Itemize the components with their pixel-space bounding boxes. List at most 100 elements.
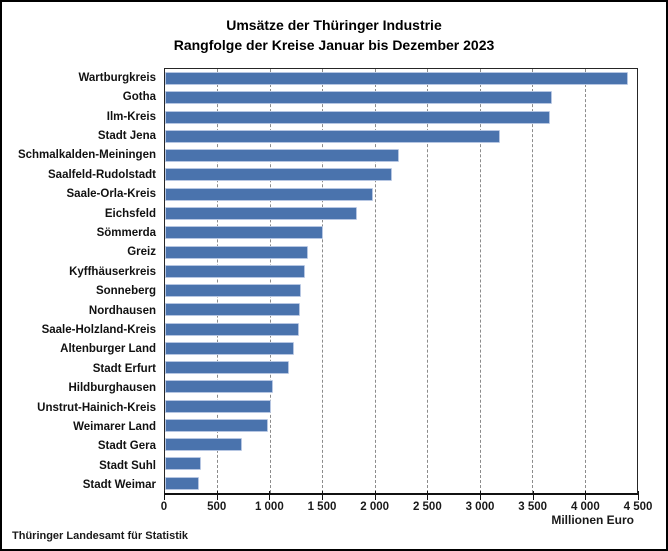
gridline (427, 69, 429, 493)
bar-row (165, 319, 637, 338)
bar (165, 399, 271, 413)
category-label: Kyffhäuserkreis (69, 265, 156, 278)
tick-mark (321, 491, 323, 500)
category-label: Saalfeld-Rudolstadt (48, 168, 156, 181)
category-axis-labels: Wartburgkreis Gotha Ilm-Kreis Stadt Jena Sch… (2, 68, 156, 495)
bar (165, 322, 299, 336)
gridline (479, 69, 481, 493)
category-label: Nordhausen (88, 304, 156, 317)
bar-row (165, 69, 637, 88)
x-axis: 0 500 1 000 1 500 2 000 2 500 3 000 3 500 4 000 4… (160, 491, 652, 521)
gridline (584, 69, 586, 493)
bar-row (165, 281, 637, 300)
tick-label: 3 000 (465, 501, 495, 513)
bar-row (165, 435, 637, 454)
bar (165, 72, 628, 86)
bar-row (165, 185, 637, 204)
category-label: Weimarer Land (73, 421, 156, 434)
bar-row (165, 204, 637, 223)
category-label: Unstrut-Hainich-Kreis (37, 401, 156, 414)
tick-mark (269, 491, 271, 500)
bar-row (165, 146, 637, 165)
category-label: Stadt Suhl (99, 459, 156, 472)
category-label: Ilm-Kreis (106, 110, 156, 123)
bar (165, 380, 274, 394)
category-label: Altenburger Land (60, 343, 156, 356)
bar (165, 226, 323, 240)
bar-row (165, 454, 637, 473)
category-label: Stadt Jena (97, 129, 156, 142)
bar (165, 264, 305, 278)
category-label: Stadt Weimar (82, 479, 156, 492)
bar (165, 91, 553, 105)
bar (165, 245, 308, 259)
bar-row (165, 416, 637, 435)
category-label: Stadt Erfurt (92, 362, 156, 375)
category-label: Sömmerda (96, 226, 156, 239)
gridline (532, 69, 534, 493)
plot-area (164, 68, 638, 495)
category-label: Eichsfeld (104, 207, 156, 220)
bar (165, 303, 301, 317)
bar (165, 110, 551, 124)
gridline (374, 69, 376, 493)
bar (165, 476, 200, 490)
tick-mark (427, 491, 429, 500)
category-label: Wartburgkreis (78, 71, 156, 84)
category-label: Saale-Holzland-Kreis (41, 323, 156, 336)
bar-row (165, 262, 637, 281)
bar-row (165, 88, 637, 107)
bar (165, 206, 358, 220)
x-axis-unit-label: Millionen Euro (551, 513, 634, 527)
bar (165, 168, 393, 182)
bar (165, 418, 269, 432)
tick-label: 3 500 (518, 501, 548, 513)
bar (165, 457, 201, 471)
source-attribution: Thüringer Landesamt für Statistik (12, 530, 189, 542)
bar (165, 129, 500, 143)
bar-row (165, 242, 637, 261)
category-label: Schmalkalden-Meiningen (17, 149, 156, 162)
tick-mark (479, 491, 481, 500)
bar-row (165, 358, 637, 377)
category-label: Gotha (122, 91, 156, 104)
tick-label: 500 (207, 501, 227, 513)
bar-row (165, 127, 637, 146)
chart-subtitle: Rangfolge der Kreise Januar bis Dezember… (173, 37, 495, 53)
bar (165, 438, 242, 452)
tick-label: 2 500 (412, 501, 442, 513)
bar-row (165, 165, 637, 184)
tick-mark (532, 491, 534, 500)
bar (165, 284, 301, 298)
bar (165, 341, 294, 355)
bar-row (165, 474, 637, 493)
bar-row (165, 223, 637, 242)
tick-label: 0 (160, 501, 168, 513)
gridline (322, 69, 324, 493)
category-label: Saale-Orla-Kreis (66, 188, 157, 201)
bar-row (165, 377, 637, 396)
tick-mark (216, 491, 218, 500)
bar (165, 149, 399, 163)
bar (165, 361, 290, 375)
bar-row (165, 339, 637, 358)
tick-mark (164, 491, 165, 500)
bar-row (165, 397, 637, 416)
tick-mark (374, 491, 376, 500)
tick-mark (638, 491, 639, 500)
chart-title: Umsätze der Thüringer Industrie (226, 17, 442, 33)
tick-label: 1 000 (254, 501, 284, 513)
tick-mark (585, 491, 587, 500)
bar (165, 187, 374, 201)
bar-series (165, 69, 637, 493)
bar-row (165, 300, 637, 319)
chart-title-block: Umsätze der Thüringer Industrie Rangfolg… (2, 15, 666, 55)
tick-label: 1 500 (307, 501, 337, 513)
tick-label: 2 000 (360, 501, 390, 513)
bar-row (165, 108, 637, 127)
tick-label: 4 000 (570, 501, 600, 513)
gridline (269, 69, 271, 493)
category-label: Stadt Gera (97, 440, 156, 453)
tick-label: 4 500 (623, 501, 653, 513)
